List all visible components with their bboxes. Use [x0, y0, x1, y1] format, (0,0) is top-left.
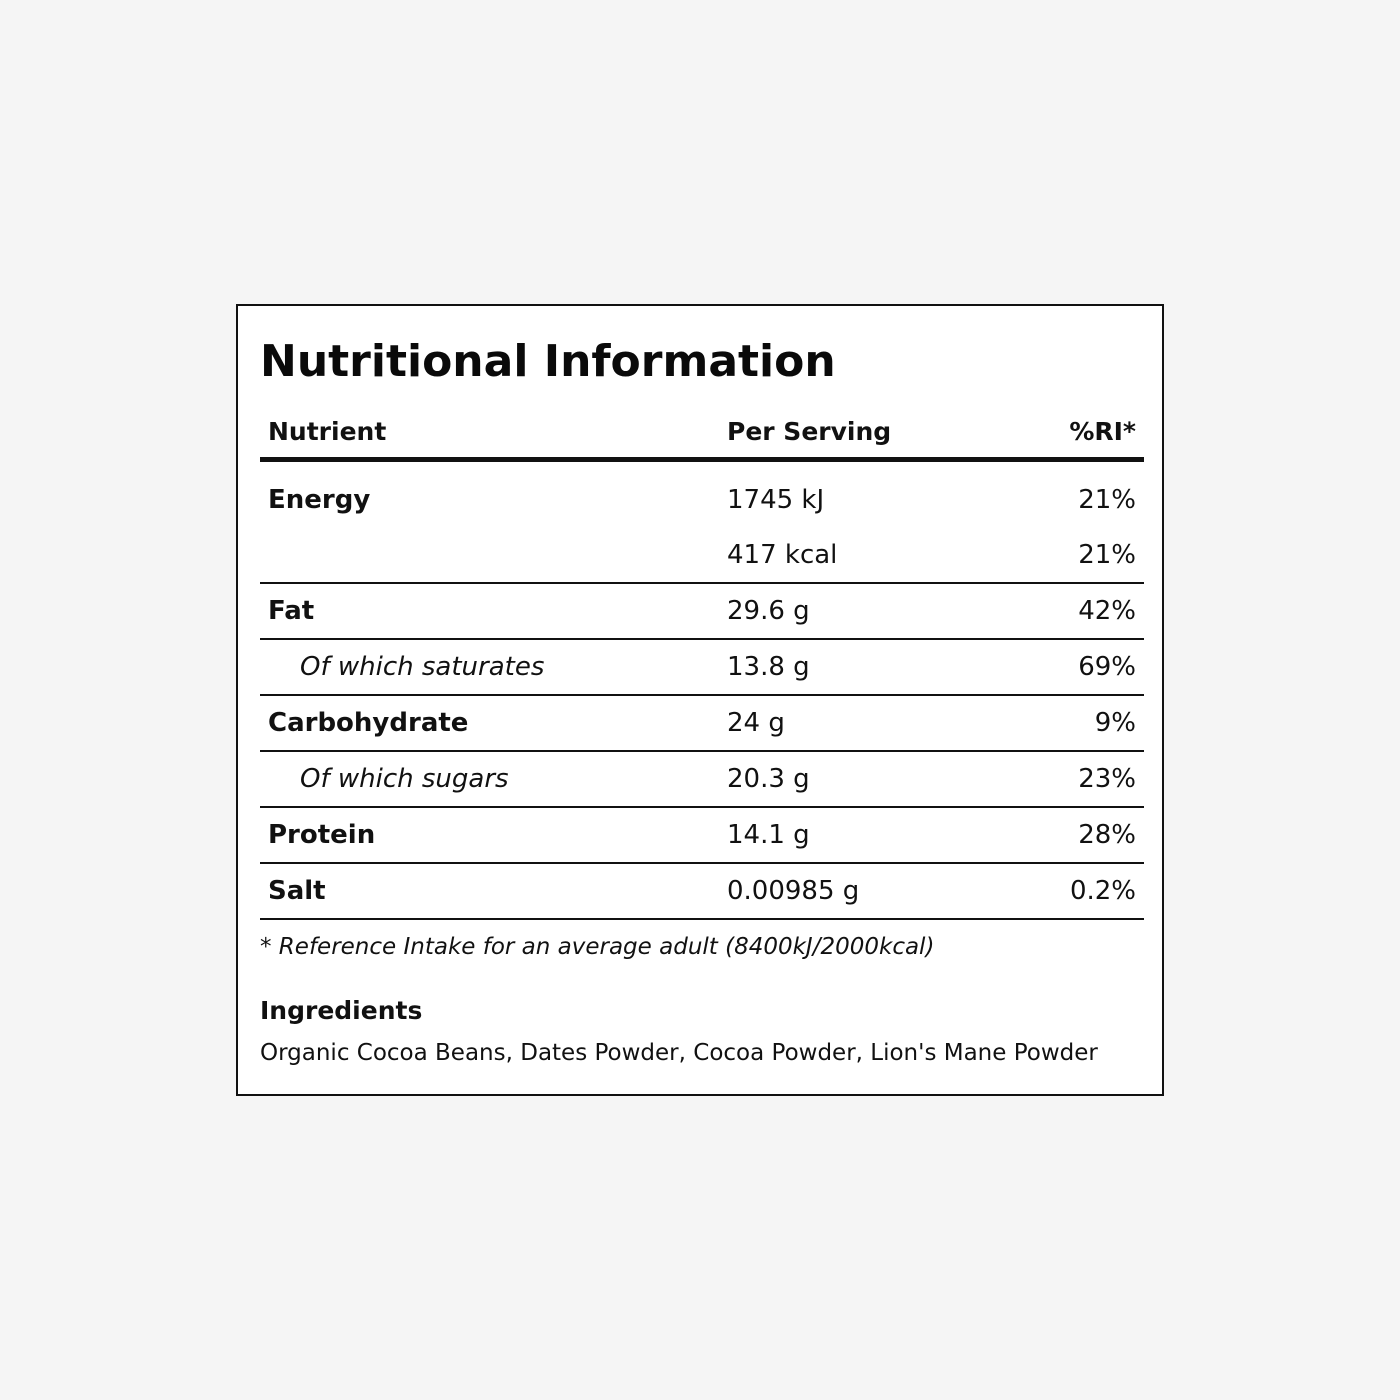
- reference-intake-footnote: * Reference Intake for an average adult …: [260, 934, 935, 960]
- header-nutrient: Nutrient: [268, 417, 387, 446]
- ri-value: 21%: [1078, 540, 1136, 570]
- table-row-energy-kcal: 417 kcal 21%: [260, 528, 1144, 584]
- table-row-carbohydrate: Carbohydrate 24 g 9%: [260, 696, 1144, 752]
- table-row-fat: Fat 29.6 g 42%: [260, 584, 1144, 640]
- nutrient-name: Salt: [268, 876, 326, 906]
- per-serving-value: 20.3 g: [727, 764, 810, 794]
- ri-value: 0.2%: [1069, 876, 1136, 906]
- ingredients-heading: Ingredients: [260, 996, 423, 1025]
- per-serving-value: 14.1 g: [727, 820, 810, 850]
- table-row-sugars: Of which sugars 20.3 g 23%: [260, 752, 1144, 808]
- table-row-protein: Protein 14.1 g 28%: [260, 808, 1144, 864]
- per-serving-value: 13.8 g: [727, 652, 810, 682]
- per-serving-value: 29.6 g: [727, 596, 810, 626]
- ri-value: 42%: [1078, 596, 1136, 626]
- per-serving-value: 24 g: [727, 708, 785, 738]
- ri-value: 21%: [1078, 485, 1136, 515]
- label-title: Nutritional Information: [260, 336, 836, 387]
- header-per-serving: Per Serving: [727, 417, 892, 446]
- table-header-row: Nutrient Per Serving %RI*: [260, 406, 1144, 462]
- nutrient-name: Carbohydrate: [268, 708, 469, 738]
- table-row-salt: Salt 0.00985 g 0.2%: [260, 864, 1144, 920]
- per-serving-value: 1745 kJ: [727, 485, 825, 515]
- nutrient-name: Protein: [268, 820, 376, 850]
- per-serving-value: 417 kcal: [727, 540, 838, 570]
- nutrition-table: Nutrient Per Serving %RI* Energy 1745 kJ…: [260, 406, 1144, 920]
- table-row-saturates: Of which saturates 13.8 g 69%: [260, 640, 1144, 696]
- nutrition-label: Nutritional Information Nutrient Per Ser…: [236, 304, 1164, 1096]
- ri-value: 69%: [1078, 652, 1136, 682]
- per-serving-value: 0.00985 g: [727, 876, 860, 906]
- header-ri: %RI*: [1069, 417, 1136, 446]
- ingredients-list: Organic Cocoa Beans, Dates Powder, Cocoa…: [260, 1040, 1098, 1066]
- nutrient-name: Fat: [268, 596, 315, 626]
- ri-value: 28%: [1078, 820, 1136, 850]
- ri-value: 9%: [1094, 708, 1136, 738]
- nutrient-name: Of which sugars: [300, 764, 509, 794]
- ri-value: 23%: [1078, 764, 1136, 794]
- header-spacer: [260, 462, 1144, 472]
- nutrient-name: Of which saturates: [300, 652, 545, 682]
- nutrient-name: Energy: [268, 485, 371, 515]
- table-row-energy-kj: Energy 1745 kJ 21%: [260, 472, 1144, 528]
